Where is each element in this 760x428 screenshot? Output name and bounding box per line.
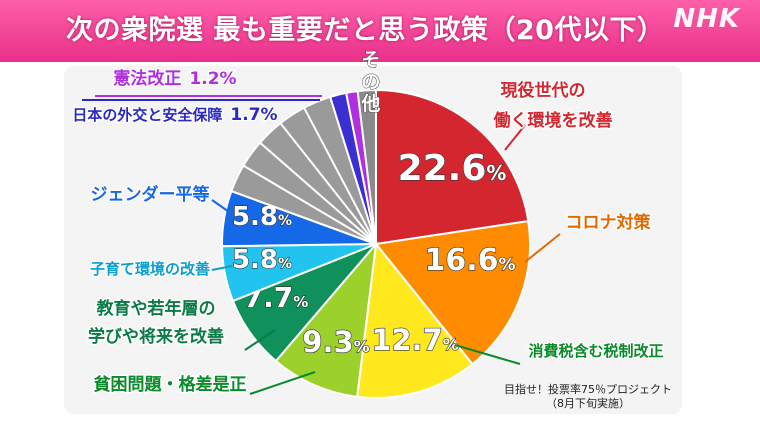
leader-line-6 [211, 199, 233, 215]
data-label-6: 5.8% [232, 202, 292, 232]
chart-title: 次の衆院選 最も重要だと思う政策（20代以下） [66, 15, 665, 46]
slice-0 [375, 88, 530, 246]
leader-line-4 [244, 329, 276, 351]
nhk-logo: NHK [673, 4, 740, 34]
leader-line-5 [211, 265, 233, 271]
category-label-6: ジェンダー平等 [91, 184, 210, 205]
category-label-other: その他 [360, 49, 381, 116]
category-label-1: コロナ対策 [566, 212, 652, 233]
category-label-5: 子育て環境の改善 [90, 260, 210, 278]
category-label-8: 日本の外交と安全保障 1.7% [72, 105, 277, 125]
slice-1 [374, 219, 531, 366]
category-label-0-line2: 働く環境を改善 [493, 110, 613, 131]
category-label-3: 貧困問題・格差是正 [94, 374, 247, 395]
footnote-line1: 目指せ！投票率75％プロジェクト [504, 383, 672, 396]
data-label-5: 5.8% [232, 245, 292, 275]
title-banner: 次の衆院選 最も重要だと思う政策（20代以下） NHK [0, 0, 760, 62]
leader-line-2 [454, 344, 521, 365]
leader-line-1 [524, 233, 561, 263]
category-label-0-line1: 現役世代の [501, 80, 586, 101]
svg-text:そ: そ [361, 49, 380, 71]
svg-text:他: 他 [360, 92, 380, 115]
data-label-1: 16.6% [424, 243, 515, 278]
leader-line-3 [249, 371, 316, 395]
grey-divider [259, 141, 377, 245]
category-label-4-line2: 学びや将来を改善 [88, 326, 224, 347]
grey-divider [242, 164, 377, 245]
slice-10 [356, 88, 377, 245]
grey-divider [303, 107, 377, 245]
slice-3 [274, 240, 378, 398]
footnote-line2: （8月下旬実施） [546, 397, 630, 410]
slice-7 [230, 95, 378, 246]
category-label-4-line1: 教育や若年層の [96, 298, 216, 319]
slice-2 [356, 241, 474, 399]
data-label-0: 22.6% [398, 148, 507, 189]
data-label-3: 9.3% [302, 325, 369, 359]
leader-line-0 [504, 124, 526, 151]
category-label-2: 消費税含む税制改正 [528, 342, 663, 360]
svg-text:の: の [361, 71, 380, 93]
category-label-9: 憲法改正 1.2% [112, 68, 236, 89]
footnote: 目指せ！投票率75％プロジェクト （8月下旬実施） [504, 383, 672, 411]
grey-divider [279, 122, 377, 245]
data-label-2: 12.7% [371, 323, 459, 357]
